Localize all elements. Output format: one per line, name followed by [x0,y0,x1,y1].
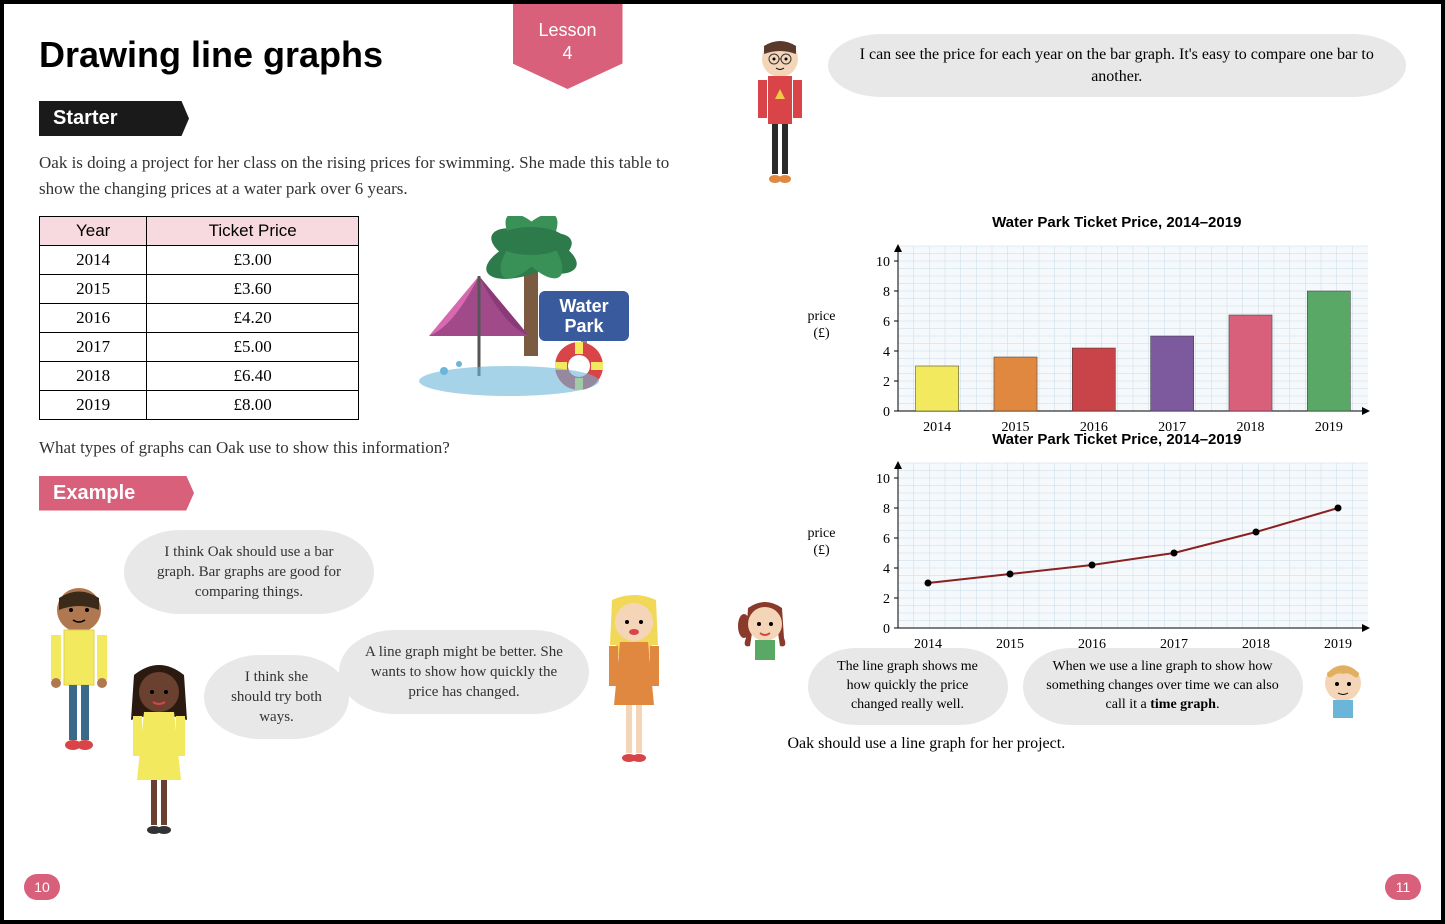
svg-text:4: 4 [883,562,890,577]
price-table: YearTicket Price 2014£3.002015£3.602016£… [39,216,359,420]
top-speech-bubble: I can see the price for each year on the… [828,34,1407,97]
table-row: 2017£5.00 [40,333,359,362]
page-number-left: 10 [24,874,60,900]
svg-text:Park: Park [564,316,604,336]
speech-bubble-1: I think Oak should use a bar graph. Bar … [124,530,374,615]
svg-text:4: 4 [883,345,890,360]
bar-chart-ylabel: price(£) [808,309,836,343]
character-boy-1 [39,580,119,780]
svg-text:8: 8 [883,285,890,300]
svg-text:2019: 2019 [1314,420,1342,435]
speech-bubble-3: A line graph might be better. She wants … [339,630,589,715]
svg-text:2015: 2015 [1001,420,1029,435]
starter-label: Starter [39,101,189,136]
svg-text:10: 10 [876,472,890,487]
line-chart: Water Park Ticket Price, 2014–2019 price… [828,431,1407,633]
character-girl-2 [594,590,674,790]
starter-question: What types of graphs can Oak use to show… [39,435,698,461]
lesson-badge-label: Lesson [513,19,623,42]
svg-text:2018: 2018 [1242,637,1270,652]
svg-text:2: 2 [883,592,890,607]
svg-text:8: 8 [883,502,890,517]
bar-chart: Water Park Ticket Price, 2014–2019 price… [828,214,1407,416]
character-girl-3 [738,598,793,668]
example-label: Example [39,476,194,511]
bar-chart-title: Water Park Ticket Price, 2014–2019 [828,214,1407,231]
starter-intro: Oak is doing a project for her class on … [39,150,698,201]
svg-text:2019: 2019 [1324,637,1352,652]
table-row: 2015£3.60 [40,275,359,304]
svg-text:2: 2 [883,375,890,390]
lesson-badge-number: 4 [513,42,623,65]
table-row: 2018£6.40 [40,362,359,391]
svg-text:10: 10 [876,255,890,270]
lesson-badge: Lesson 4 [513,4,623,89]
svg-text:0: 0 [883,622,890,637]
svg-text:0: 0 [883,405,890,420]
line-chart-ylabel: price(£) [808,526,836,560]
svg-text:2017: 2017 [1160,637,1188,652]
svg-text:2016: 2016 [1078,637,1106,652]
svg-text:2014: 2014 [923,420,951,435]
character-boy-3 [1318,658,1368,723]
svg-text:2014: 2014 [914,637,942,652]
svg-text:6: 6 [883,532,890,547]
svg-text:6: 6 [883,315,890,330]
speech-bubble-2: I think she should try both ways. [204,655,349,740]
character-girl-1 [119,660,199,860]
table-row: 2014£3.00 [40,246,359,275]
character-boy-2 [748,34,813,204]
svg-text:2015: 2015 [996,637,1024,652]
table-row: 2016£4.20 [40,304,359,333]
svg-text:Water: Water [559,296,608,316]
page-number-right: 11 [1385,874,1421,900]
svg-text:2016: 2016 [1079,420,1107,435]
svg-text:2017: 2017 [1158,420,1186,435]
waterpark-illustration: Water Park [389,216,639,396]
table-header: Year [40,217,147,246]
conclusion-text: Oak should use a line graph for her proj… [788,735,1407,753]
table-row: 2019£8.00 [40,391,359,420]
table-header: Ticket Price [147,217,359,246]
svg-text:2018: 2018 [1236,420,1264,435]
